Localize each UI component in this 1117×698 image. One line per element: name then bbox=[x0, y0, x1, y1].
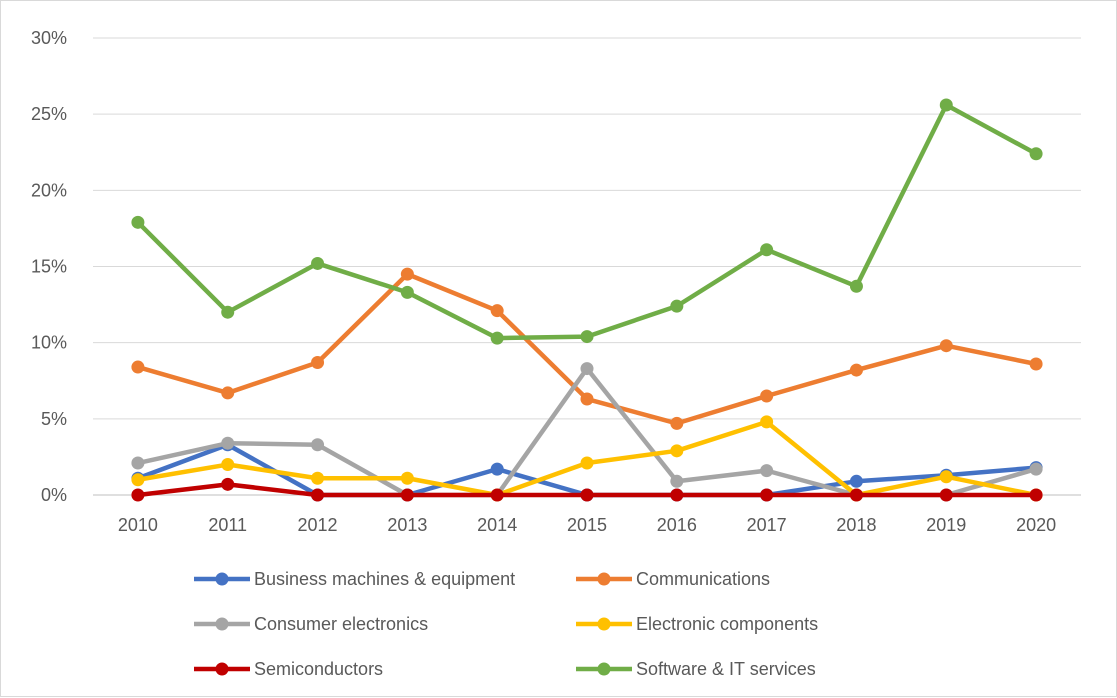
y-tick-label: 25% bbox=[31, 104, 67, 124]
data-point bbox=[580, 456, 594, 470]
legend-swatch-marker bbox=[215, 662, 229, 676]
data-point bbox=[939, 470, 953, 484]
x-tick-label: 2020 bbox=[1016, 515, 1056, 535]
x-tick-label: 2018 bbox=[836, 515, 876, 535]
y-tick-label: 20% bbox=[31, 180, 67, 200]
data-point bbox=[221, 458, 235, 472]
data-point bbox=[1029, 462, 1043, 476]
data-point bbox=[580, 362, 594, 376]
legend-swatch-marker bbox=[597, 572, 611, 586]
data-point bbox=[221, 436, 235, 450]
data-point bbox=[670, 444, 684, 458]
x-tick-label: 2017 bbox=[747, 515, 787, 535]
data-point bbox=[760, 389, 774, 403]
data-point bbox=[490, 462, 504, 476]
legend-label: Communications bbox=[636, 569, 770, 589]
data-point bbox=[311, 355, 325, 369]
data-point bbox=[490, 331, 504, 345]
data-point bbox=[490, 304, 504, 318]
legend-item: Consumer electronics bbox=[194, 614, 428, 634]
data-point bbox=[849, 488, 863, 502]
legend-item: Electronic components bbox=[576, 614, 818, 634]
data-point bbox=[760, 464, 774, 478]
x-tick-label: 2019 bbox=[926, 515, 966, 535]
data-point bbox=[131, 360, 145, 374]
data-point bbox=[849, 279, 863, 293]
data-point bbox=[400, 471, 414, 485]
data-point bbox=[760, 243, 774, 257]
legend-swatch-marker bbox=[597, 662, 611, 676]
data-point bbox=[1029, 147, 1043, 161]
x-tick-label: 2012 bbox=[298, 515, 338, 535]
legend-label: Consumer electronics bbox=[254, 614, 428, 634]
data-point bbox=[131, 215, 145, 229]
data-point bbox=[400, 285, 414, 299]
data-point bbox=[311, 488, 325, 502]
y-axis-tick-labels: 0% 5% 10% 15% 20% 25% 30% bbox=[31, 28, 67, 505]
y-tick-label: 15% bbox=[31, 257, 67, 277]
data-point bbox=[939, 339, 953, 353]
legend: Business machines & equipment Communicati… bbox=[194, 569, 818, 679]
data-point bbox=[670, 299, 684, 313]
x-axis-tick-labels: 2010 2011 2012 2013 2014 2015 2016 2017 2018 2019… bbox=[118, 515, 1056, 535]
data-point bbox=[849, 474, 863, 488]
data-point bbox=[131, 473, 145, 487]
data-point bbox=[670, 488, 684, 502]
y-tick-label: 0% bbox=[41, 485, 67, 505]
data-point bbox=[760, 488, 774, 502]
x-tick-label: 2014 bbox=[477, 515, 517, 535]
data-point bbox=[221, 305, 235, 319]
data-point bbox=[670, 416, 684, 430]
data-point bbox=[580, 392, 594, 406]
legend-item: Semiconductors bbox=[194, 659, 383, 679]
data-point bbox=[580, 488, 594, 502]
data-point bbox=[311, 471, 325, 485]
data-point bbox=[400, 267, 414, 281]
x-tick-label: 2016 bbox=[657, 515, 697, 535]
data-point bbox=[939, 98, 953, 112]
data-point bbox=[131, 456, 145, 470]
y-tick-label: 10% bbox=[31, 333, 67, 353]
data-point bbox=[580, 330, 594, 344]
y-tick-label: 5% bbox=[41, 409, 67, 429]
legend-label: Business machines & equipment bbox=[254, 569, 515, 589]
data-point bbox=[311, 438, 325, 452]
x-tick-label: 2011 bbox=[208, 515, 247, 535]
data-point bbox=[490, 488, 504, 502]
x-tick-label: 2015 bbox=[567, 515, 607, 535]
series-lines bbox=[131, 98, 1043, 502]
legend-swatch-marker bbox=[597, 617, 611, 631]
data-point bbox=[311, 256, 325, 270]
data-point bbox=[221, 386, 235, 400]
data-point bbox=[221, 477, 235, 491]
series-1 bbox=[131, 267, 1043, 430]
series-5 bbox=[131, 98, 1043, 345]
legend-item: Business machines & equipment bbox=[194, 569, 515, 589]
x-tick-label: 2010 bbox=[118, 515, 158, 535]
data-point bbox=[939, 488, 953, 502]
legend-item: Software & IT services bbox=[576, 659, 816, 679]
legend-label: Electronic components bbox=[636, 614, 818, 634]
data-point bbox=[849, 363, 863, 377]
legend-label: Semiconductors bbox=[254, 659, 383, 679]
series-2 bbox=[131, 362, 1043, 502]
data-point bbox=[670, 474, 684, 488]
data-point bbox=[1029, 488, 1043, 502]
series-4 bbox=[131, 477, 1043, 502]
data-point bbox=[400, 488, 414, 502]
legend-swatch-marker bbox=[215, 572, 229, 586]
gridlines bbox=[93, 37, 1081, 496]
data-point bbox=[1029, 357, 1043, 371]
x-tick-label: 2013 bbox=[387, 515, 427, 535]
series-line bbox=[135, 102, 1039, 341]
data-point bbox=[760, 415, 774, 429]
legend-label: Software & IT services bbox=[636, 659, 816, 679]
y-tick-label: 30% bbox=[31, 28, 67, 48]
legend-item: Communications bbox=[576, 569, 770, 589]
data-point bbox=[131, 488, 145, 502]
legend-swatch-marker bbox=[215, 617, 229, 631]
